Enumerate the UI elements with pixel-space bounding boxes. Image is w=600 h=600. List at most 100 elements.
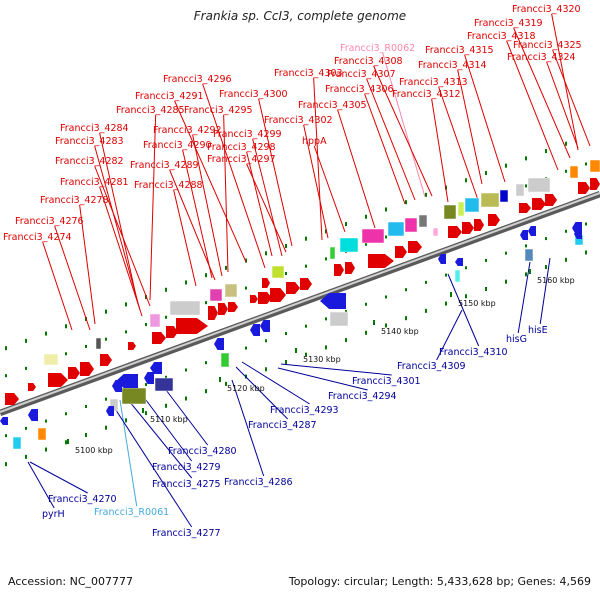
tick-dot — [285, 243, 287, 248]
forward-gene-arrow — [128, 342, 136, 350]
topology-text: Topology: circular; Length: 5,433,628 bp… — [288, 575, 591, 588]
tick-dot — [505, 163, 507, 168]
tick-dot — [525, 272, 527, 277]
feature-box — [515, 183, 525, 197]
reverse-gene-arrow — [574, 229, 582, 239]
gene-label: Francci3_4279 — [152, 462, 221, 473]
label-connector — [337, 109, 376, 229]
feature-box — [224, 283, 238, 298]
scale-tick — [67, 439, 69, 444]
label-connector — [223, 114, 229, 273]
tick-dot — [25, 426, 27, 430]
label-connector — [517, 261, 531, 334]
forward-gene-arrow — [228, 302, 238, 312]
tick-dot — [5, 346, 7, 351]
label-connector — [506, 40, 559, 171]
tick-dot — [285, 331, 287, 335]
forward-gene-arrow — [395, 246, 407, 258]
scale-tick — [373, 320, 375, 325]
scale-label: 5150 kbp — [458, 299, 496, 308]
forward-gene-arrow — [286, 282, 300, 294]
tick-dot — [205, 389, 207, 394]
label-connector — [552, 49, 591, 147]
feature-box — [220, 352, 230, 368]
label-connector — [202, 83, 266, 269]
tick-dot — [205, 361, 207, 365]
gene-label: Francci3_4278 — [40, 195, 109, 206]
gene-label: Francci3_4277 — [152, 528, 221, 539]
tick-dot — [545, 149, 547, 154]
forward-gene-arrow — [345, 262, 355, 274]
tick-dot — [205, 273, 207, 278]
gene-label: Francci3_4290 — [143, 140, 212, 151]
feature-box — [454, 269, 461, 283]
tick-dot — [345, 222, 347, 227]
reverse-gene-arrow — [106, 406, 114, 416]
tick-dot — [305, 264, 307, 268]
tick-dot — [585, 162, 587, 166]
tick-dot — [25, 366, 27, 370]
tick-dot — [445, 273, 447, 277]
tick-dot — [425, 192, 427, 197]
tick-dot — [385, 295, 387, 299]
forward-gene-arrow — [80, 362, 94, 376]
tick-dot — [465, 294, 467, 299]
gene-label: Francci3_4313 — [399, 77, 468, 88]
tick-dot — [365, 330, 367, 335]
feature-box — [209, 288, 223, 302]
feature-box — [524, 248, 534, 262]
tick-dot — [145, 383, 147, 387]
forward-gene-arrow — [474, 219, 484, 231]
feature-box — [404, 217, 418, 233]
genome-title: Frankia sp. CcI3, complete genome — [193, 9, 407, 23]
label-connector — [513, 27, 571, 159]
tick-dot — [565, 141, 567, 146]
label-connector — [438, 86, 479, 201]
gene-label: Francci3_4314 — [418, 60, 487, 71]
tick-dot — [85, 404, 87, 408]
gene-labels: Francci3_4320Francci3_4319Francci3_4318F… — [3, 4, 582, 539]
reverse-gene-arrow — [214, 338, 224, 350]
gene-label: Francci3_4283 — [55, 136, 124, 147]
tick-dot — [245, 286, 247, 290]
forward-gene-arrow — [448, 226, 462, 238]
feature-box — [43, 353, 59, 366]
tick-dot — [45, 419, 47, 423]
tick-dot — [85, 432, 87, 437]
tick-dot — [345, 310, 347, 314]
tick-dot — [545, 237, 547, 241]
tick-dot — [405, 200, 407, 205]
label-connector — [364, 93, 406, 205]
label-connector — [94, 165, 151, 307]
scale-labels: 5100 kbp 5110 kbp 5120 kbp 5130 kbp 5140 kbp… — [67, 269, 575, 455]
tick-dot — [225, 265, 227, 270]
tick-dot — [5, 374, 7, 378]
gene-label: Francci3_4325 — [513, 40, 582, 51]
tick-dot — [385, 323, 387, 328]
label-connector — [280, 363, 392, 376]
gene-label: Francci3_4296 — [163, 74, 232, 85]
tick-dot — [325, 317, 327, 321]
backbone — [0, 190, 600, 417]
gene-label: Francci3_4291 — [135, 91, 204, 102]
gene-label: Francci3_4295 — [184, 105, 253, 116]
feature-box — [464, 197, 480, 213]
gene-label: Francci3_4303 — [274, 68, 343, 79]
feature-box — [149, 313, 161, 328]
tick-dot — [205, 301, 207, 305]
reverse-gene-arrow — [0, 417, 8, 425]
forward-gene-arrow — [408, 241, 422, 253]
feature-box — [121, 387, 147, 405]
tick-dot — [65, 324, 67, 329]
label-connector — [373, 65, 433, 197]
tick-dot — [245, 346, 247, 350]
label-connector — [111, 403, 193, 528]
label-connector — [174, 100, 247, 263]
tick-dot — [125, 302, 127, 307]
forward-gene-arrow — [334, 264, 344, 276]
feature-box — [480, 192, 500, 208]
gene-label: Francci3_4318 — [467, 31, 536, 42]
tick-dot — [525, 244, 527, 248]
